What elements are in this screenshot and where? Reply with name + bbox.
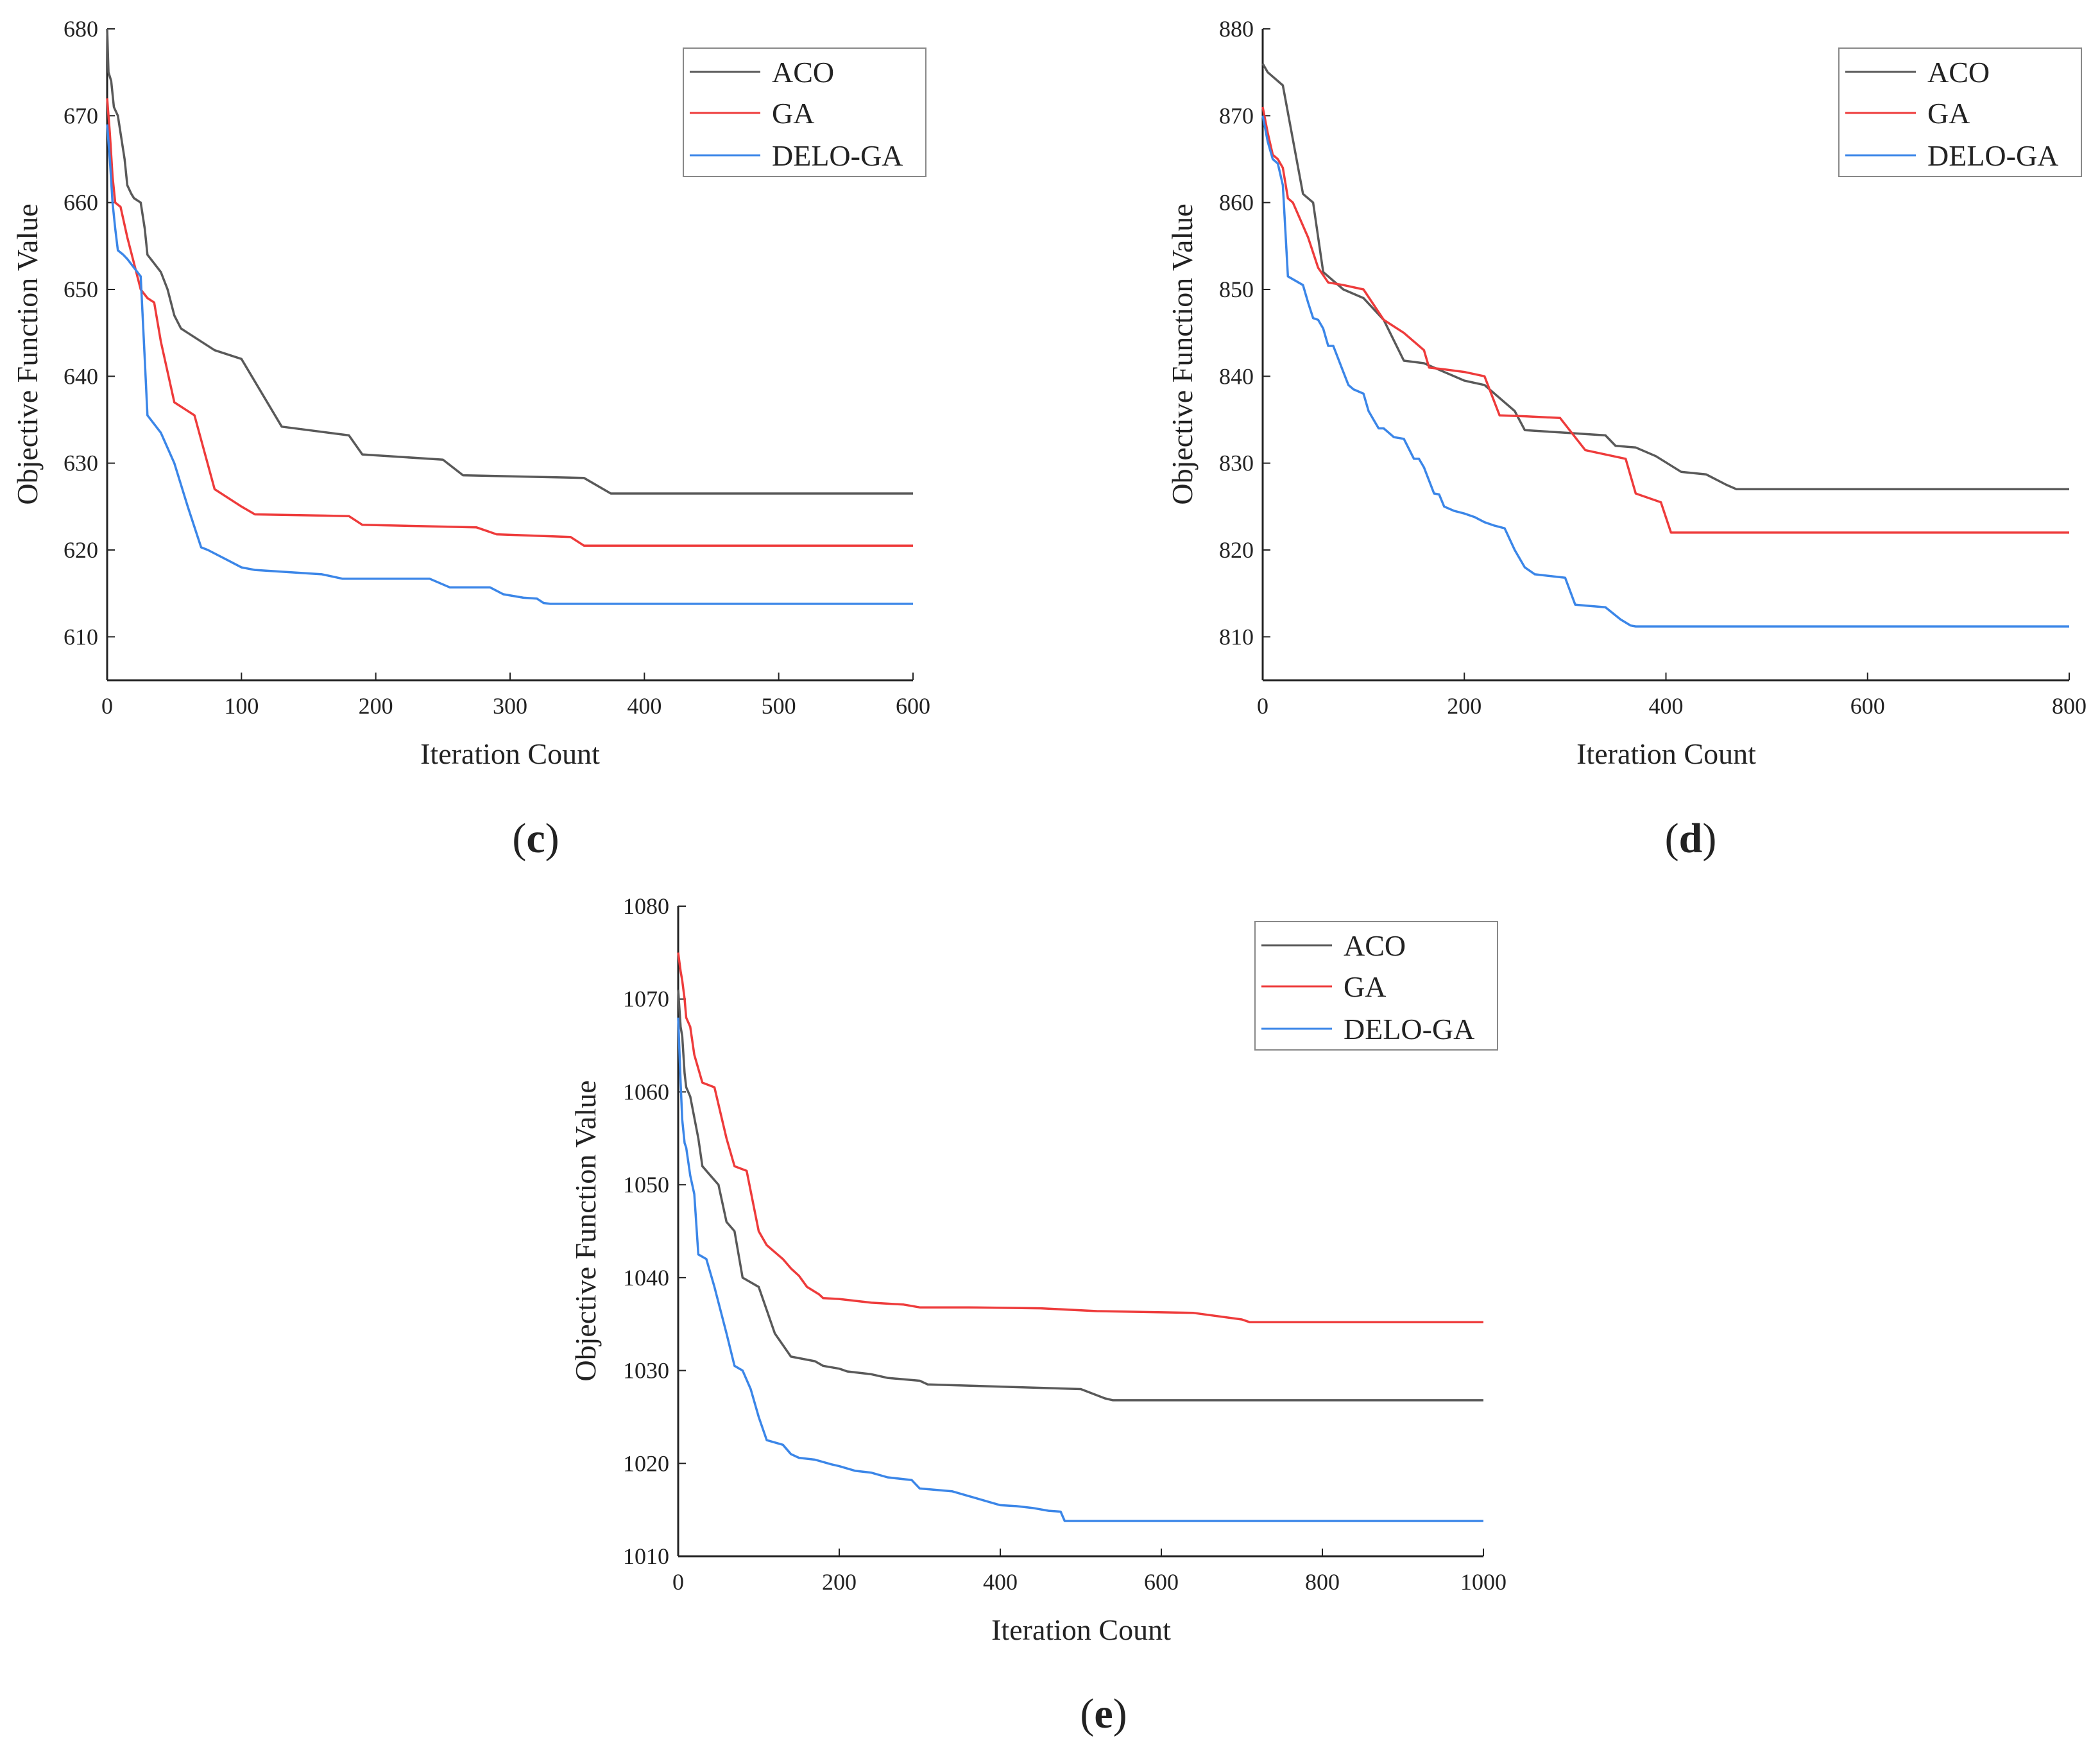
series-line-aco <box>1261 63 2069 491</box>
x-tick-label: 0 <box>101 693 113 719</box>
x-tick-label: 400 <box>1649 693 1684 719</box>
y-tick-label: 640 <box>64 363 98 389</box>
series-line-aco <box>677 990 1483 1402</box>
legend-label-ga: GA <box>1344 970 1386 1003</box>
x-tick-label: 300 <box>493 693 527 719</box>
y-tick-label: 1040 <box>623 1265 669 1291</box>
chart-e: 0 200 400 600 800 1000 1010 1020 1030 1040 1050 106… <box>569 893 1507 1737</box>
y-tick-label: 660 <box>64 190 98 216</box>
panel-letter: d <box>1679 815 1703 862</box>
x-tick-label: 200 <box>1447 693 1481 719</box>
y-axis-label: Objective Function Value <box>11 203 44 504</box>
series-line-ga <box>1261 107 2069 534</box>
panel-label-c: (c) <box>512 815 559 862</box>
chart-c: 0 100 200 300 400 500 600 610 620 630 640 650 660 670… <box>11 16 930 862</box>
y-tick-label: 1030 <box>623 1358 669 1384</box>
legend: ACO GA DELO-GA <box>1838 47 2082 177</box>
y-tick-label: 670 <box>64 103 98 128</box>
legend-label-aco: ACO <box>772 56 834 89</box>
y-axis-label: Objective Function Value <box>569 1080 602 1381</box>
x-axis-label: Iteration Count <box>1576 737 1756 770</box>
legend-label-ga: GA <box>772 97 814 130</box>
tick-group: 0 200 400 600 800 810 820 830 840 850 860 870 880 <box>1219 16 2087 719</box>
y-tick-label: 850 <box>1219 277 1254 302</box>
series-line-aco <box>106 28 913 495</box>
legend-label-delo-ga: DELO-GA <box>772 139 903 172</box>
series-group <box>1261 63 2069 628</box>
x-axis-label: Iteration Count <box>420 737 600 770</box>
legend-label-aco: ACO <box>1927 56 1990 89</box>
x-tick-label: 200 <box>822 1569 857 1595</box>
panel-label-e: (e) <box>1080 1690 1127 1737</box>
legend: ACO GA DELO-GA <box>1254 921 1498 1051</box>
y-tick-label: 1020 <box>623 1450 669 1476</box>
x-tick-label: 800 <box>1305 1569 1340 1595</box>
y-tick-label: 650 <box>64 277 98 302</box>
x-tick-label: 600 <box>896 693 930 719</box>
x-tick-label: 200 <box>359 693 393 719</box>
x-tick-label: 400 <box>983 1569 1018 1595</box>
legend-label-aco: ACO <box>1344 929 1406 962</box>
series-group <box>106 28 913 605</box>
series-group <box>677 952 1483 1522</box>
x-tick-label: 400 <box>627 693 662 719</box>
y-tick-label: 840 <box>1219 363 1254 389</box>
legend: ACO GA DELO-GA <box>683 47 926 177</box>
x-tick-label: 1000 <box>1460 1569 1507 1595</box>
x-tick-label: 600 <box>1144 1569 1179 1595</box>
legend-label-delo-ga: DELO-GA <box>1344 1013 1474 1045</box>
y-tick-label: 1070 <box>623 986 669 1012</box>
series-line-ga <box>677 952 1483 1324</box>
y-tick-label: 810 <box>1219 624 1254 649</box>
y-tick-label: 880 <box>1219 16 1254 42</box>
y-tick-label: 870 <box>1219 103 1254 128</box>
x-tick-label: 0 <box>672 1569 684 1595</box>
y-tick-label: 680 <box>64 16 98 42</box>
panel-letter: e <box>1094 1690 1113 1737</box>
y-axis-label: Objective Function Value <box>1166 203 1199 504</box>
chart-d: 0 200 400 600 800 810 820 830 840 850 860 870 880 It… <box>1166 16 2087 862</box>
x-tick-label: 100 <box>224 693 259 719</box>
series-line-ga <box>106 98 913 547</box>
y-tick-label: 820 <box>1219 537 1254 563</box>
series-line-delo-ga <box>1261 115 2069 628</box>
y-tick-label: 860 <box>1219 190 1254 216</box>
y-tick-label: 1010 <box>623 1543 669 1569</box>
y-tick-label: 1050 <box>623 1172 669 1198</box>
series-line-delo-ga <box>677 1017 1483 1522</box>
y-tick-label: 620 <box>64 537 98 563</box>
legend-label-ga: GA <box>1927 97 1970 130</box>
legend-label-delo-ga: DELO-GA <box>1927 139 2058 172</box>
y-tick-label: 1060 <box>623 1079 669 1104</box>
x-tick-label: 800 <box>2052 693 2087 719</box>
x-tick-label: 600 <box>1850 693 1885 719</box>
series-line-delo-ga <box>106 124 913 605</box>
y-tick-label: 830 <box>1219 451 1254 476</box>
x-tick-label: 0 <box>1257 693 1268 719</box>
y-tick-label: 610 <box>64 624 98 649</box>
panel-letter: c <box>526 815 545 862</box>
y-tick-label: 630 <box>64 451 98 476</box>
tick-group: 0 200 400 600 800 1000 1010 1020 1030 1040 1050 106… <box>623 893 1507 1595</box>
y-tick-label: 1080 <box>623 893 669 919</box>
tick-group: 0 100 200 300 400 500 600 610 620 630 640 650 660 670… <box>64 16 930 719</box>
panel-label-d: (d) <box>1665 815 1717 862</box>
x-tick-label: 500 <box>762 693 796 719</box>
x-axis-label: Iteration Count <box>991 1613 1171 1646</box>
